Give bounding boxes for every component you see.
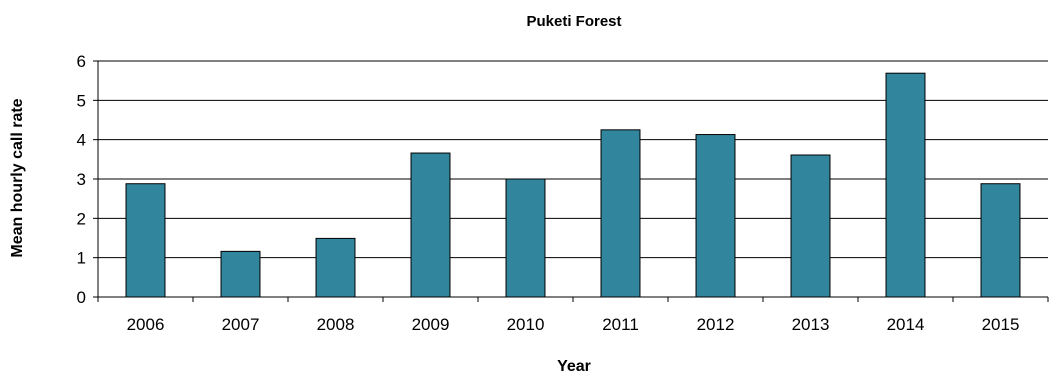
bar-2008 [315,237,356,298]
x-tick-label-2015: 2015 [982,315,1020,334]
bar-2009 [410,152,451,298]
y-axis-title: Mean hourly call rate [9,98,26,257]
x-tick-label-2007: 2007 [222,315,260,334]
chart-title: Puketi Forest [526,13,621,30]
y-tick-label-5: 5 [77,91,86,110]
x-tick-label-2012: 2012 [697,315,735,334]
bar-2007 [220,250,261,298]
y-tick-label-3: 3 [77,170,86,189]
y-tick-label-6: 6 [77,52,86,71]
x-tick-label-2009: 2009 [412,315,450,334]
bars [125,72,1021,298]
x-tick-label-2011: 2011 [602,315,639,334]
bar-2013 [790,154,831,298]
axes [93,60,1049,302]
x-tick-label-2014: 2014 [887,315,925,334]
y-tick-label-0: 0 [77,288,86,307]
y-tick-labels: 0 1 2 3 4 5 6 [77,52,86,307]
bar-2010 [505,178,546,298]
bar-2014 [885,72,926,298]
x-tick-label-2008: 2008 [317,315,355,334]
bar-2011 [600,129,641,298]
y-tick-label-2: 2 [77,209,86,228]
x-tick-labels: 2006 2007 2008 2009 2010 2011 2012 2013 2014 2015 [127,315,1020,334]
x-axis-title: Year [557,358,591,375]
y-tick-label-4: 4 [77,131,86,150]
x-tick-label-2006: 2006 [127,315,165,334]
bar-2012 [695,134,736,298]
y-tick-label-1: 1 [77,249,86,268]
bar-2006 [125,183,166,298]
x-tick-label-2010: 2010 [507,315,545,334]
x-tick-label-2013: 2013 [792,315,830,334]
bar-2015 [980,183,1021,298]
